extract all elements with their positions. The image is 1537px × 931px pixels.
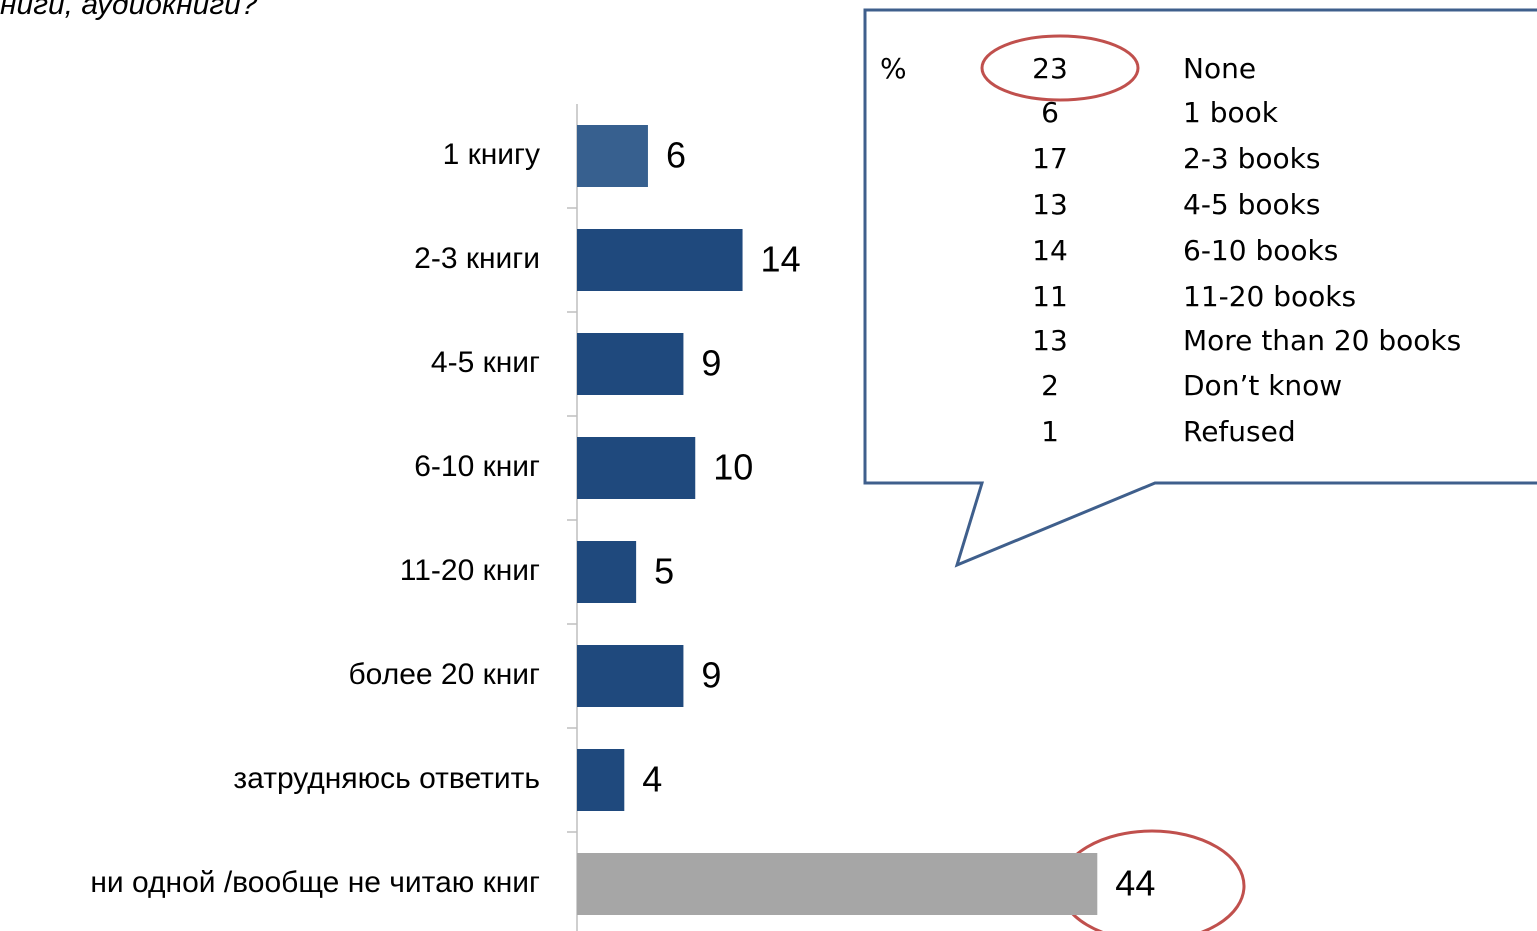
table-header: %	[880, 52, 907, 85]
table-label: 4-5 books	[1183, 188, 1320, 221]
category-label: 2-3 книги	[414, 242, 540, 275]
table-number: 13	[1032, 188, 1068, 221]
table-label: 2-3 books	[1183, 142, 1320, 175]
table-number: 1	[1041, 415, 1059, 448]
data-label: 14	[761, 239, 801, 280]
table-label: Don’t know	[1183, 369, 1342, 402]
bar	[577, 125, 648, 187]
category-label: более 20 книг	[348, 658, 540, 691]
data-label: 10	[713, 447, 753, 488]
data-label: 9	[701, 655, 721, 696]
table-label: None	[1183, 52, 1256, 85]
bar	[577, 437, 696, 499]
data-label: 44	[1115, 863, 1155, 904]
category-label: 4-5 книг	[431, 346, 540, 379]
bar	[577, 645, 684, 707]
highlight-ellipse	[980, 34, 1140, 102]
data-label: 5	[654, 551, 674, 592]
table-number: 13	[1032, 324, 1068, 357]
category-label: 1 книгу	[443, 138, 540, 171]
table-number: 2	[1041, 369, 1059, 402]
table-label: 6-10 books	[1183, 234, 1338, 267]
data-label: 6	[666, 135, 686, 176]
table-number: 11	[1032, 280, 1068, 313]
bar	[577, 541, 637, 603]
category-label: 6-10 книг	[414, 450, 540, 483]
table-number: 23	[1032, 52, 1068, 85]
table-label: 1 book	[1183, 96, 1279, 129]
table-label: Refused	[1183, 415, 1296, 448]
data-label: 9	[701, 343, 721, 384]
bar	[577, 229, 743, 291]
subtitle: ниги, аудиокниги?	[0, 0, 258, 21]
bar	[577, 333, 684, 395]
table-number: 14	[1032, 234, 1068, 267]
bar	[577, 853, 1098, 915]
table-label: 11-20 books	[1183, 280, 1356, 313]
callout-box	[863, 8, 1537, 568]
table-label: More than 20 books	[1183, 324, 1461, 357]
bar	[577, 749, 625, 811]
table-number: 6	[1041, 96, 1059, 129]
category-label: затрудняюсь ответить	[233, 762, 540, 795]
category-label: 11-20 книг	[400, 554, 540, 587]
table-number: 17	[1032, 142, 1068, 175]
data-label: 4	[642, 759, 662, 800]
category-label: ни одной /вообще не читаю книг	[90, 866, 540, 899]
